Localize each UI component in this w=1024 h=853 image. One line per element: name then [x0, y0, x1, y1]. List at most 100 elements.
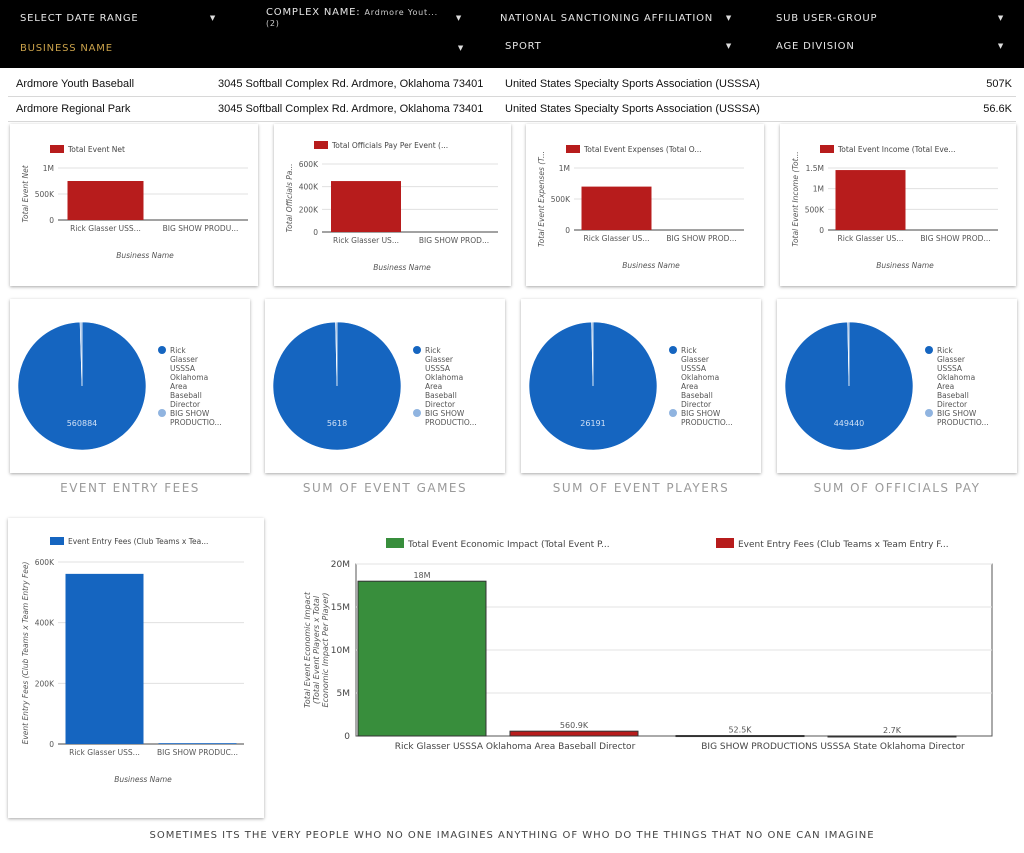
- data-label: 18M: [413, 571, 430, 580]
- y-axis-label: Total Event Expenses (T...: [537, 151, 546, 247]
- legend-label: Rick Glasser USSSA Oklahoma Area Baseball Dire…: [425, 346, 463, 409]
- legend-swatch: [314, 141, 328, 149]
- x-axis-label: Business Name: [114, 775, 172, 784]
- pie-slice: [847, 321, 850, 387]
- legend-label: BIG SHOW PRODUCTIO...: [170, 409, 222, 427]
- bar-chart: Total Event Expenses (Total O... 0 500K 1M R…: [537, 145, 744, 270]
- legend-swatch: [386, 538, 404, 548]
- data-label: 2.7K: [883, 726, 902, 735]
- y-axis-label: Total Officials Pa...: [285, 163, 294, 232]
- filter-sanctioning-affiliation[interactable]: NATIONAL SANCTIONING AFFILIATION ▼: [500, 6, 732, 30]
- legend-dot: [669, 409, 677, 417]
- bar: [835, 170, 906, 230]
- value-cell: 56.6K: [983, 103, 1012, 115]
- bar: [67, 181, 144, 220]
- legend-swatch: [50, 145, 64, 153]
- filter-business-name[interactable]: BUSINESS NAME ▼: [20, 36, 464, 60]
- pie-value-label: 5618: [327, 419, 347, 428]
- y-tick-label: 0: [49, 216, 54, 225]
- table-row[interactable]: Ardmore Youth Baseball 3045 Softball Com…: [8, 72, 1016, 97]
- chart-card-event-expenses: Total Event Expenses (Total O... 0 500K 1M R…: [526, 124, 764, 286]
- bar: [357, 580, 487, 737]
- y-axis-label: Total Event Economic Impact(Total Event …: [303, 591, 330, 708]
- legend-dot: [669, 346, 677, 354]
- legend-label: BIG SHOW PRODUCTIO...: [425, 409, 477, 427]
- x-axis-label: Business Name: [622, 261, 680, 270]
- filter-sub-user-group[interactable]: SUB USER-GROUP ▼: [776, 6, 1004, 30]
- y-tick-label: 1M: [813, 185, 824, 194]
- filter-label: SUB USER-GROUP: [776, 12, 878, 24]
- filter-complex-name[interactable]: COMPLEX NAME: Ardmore Yout... (2) ▼: [266, 6, 462, 30]
- pie-caption: Sum of Officials Pay: [813, 481, 981, 495]
- chevron-down-icon: ▼: [725, 14, 732, 22]
- y-tick-label: 5M: [337, 689, 351, 699]
- address-cell: 3045 Softball Complex Rd. Ardmore, Oklah…: [218, 103, 484, 115]
- x-tick-label: BIG SHOW PROD...: [666, 234, 736, 243]
- x-tick-label: Rick Glasser US...: [838, 234, 904, 243]
- x-tick-label: Rick Glasser US...: [584, 234, 650, 243]
- chevron-down-icon: ▼: [997, 42, 1004, 50]
- bar-chart: Total Officials Pay Per Event (... 0 200K 4…: [285, 141, 498, 272]
- y-tick-label: 0: [313, 228, 318, 237]
- legend-label: Total Event Net: [67, 145, 125, 154]
- legend-dot: [925, 409, 933, 417]
- x-tick-label: Rick Glasser US...: [333, 236, 399, 245]
- y-tick-label: 0: [344, 732, 350, 742]
- x-tick-label: Rick Glasser USS...: [69, 748, 140, 757]
- value-cell: 507K: [986, 78, 1012, 90]
- filter-sport[interactable]: SPORT ▼: [505, 34, 732, 58]
- filter-age-division[interactable]: AGE DIVISION ▼: [776, 34, 1004, 58]
- y-tick-label: 600K: [299, 160, 319, 169]
- legend-label: Event Entry Fees (Club Teams x Team Entr…: [738, 540, 949, 550]
- bar-chart: Total Event Net 0 500K 1M Rick Glasser USS..…: [21, 145, 248, 260]
- bar-chart: Total Event Income (Total Eve... 0 500K 1M 1…: [791, 145, 998, 270]
- complex-name-cell: Ardmore Regional Park: [16, 103, 131, 115]
- chevron-down-icon: ▼: [455, 14, 462, 22]
- y-tick-label: 0: [819, 226, 824, 235]
- x-axis-label: Business Name: [116, 251, 174, 260]
- chart-card-total-event-net: Total Event Net 0 500K 1M Rick Glasser USS..…: [10, 124, 258, 286]
- legend-dot: [413, 346, 421, 354]
- table-row[interactable]: Ardmore Regional Park 3045 Softball Comp…: [8, 97, 1016, 122]
- legend-dot: [925, 346, 933, 354]
- pie-caption: Sum of Event Games: [302, 481, 468, 495]
- chart-card-officials-pay: Total Officials Pay Per Event (... 0 200K 4…: [274, 124, 511, 286]
- legend-swatch: [820, 145, 834, 153]
- legend-label: Rick Glasser USSSA Oklahoma Area Baseball Dire…: [681, 346, 719, 409]
- legend-label: Total Event Expenses (Total O...: [583, 145, 701, 154]
- bar: [581, 186, 652, 230]
- affiliation-cell: United States Specialty Sports Associati…: [505, 103, 760, 115]
- legend-dot: [158, 409, 166, 417]
- y-tick-label: 400K: [299, 183, 319, 192]
- y-tick-label: 0: [565, 226, 570, 235]
- filter-label: SPORT: [505, 40, 542, 52]
- bar: [65, 573, 144, 744]
- legend-label: Event Entry Fees (Club Teams x Tea...: [68, 537, 208, 546]
- address-cell: 3045 Softball Complex Rd. Ardmore, Oklah…: [218, 78, 484, 90]
- filter-label: BUSINESS NAME: [20, 42, 113, 54]
- chevron-down-icon: ▼: [457, 44, 464, 52]
- x-axis-label: Business Name: [373, 263, 431, 272]
- footer-quote: Sometimes its the very people who no one…: [149, 830, 875, 841]
- chart-card-event-income: Total Event Income (Total Eve... 0 500K 1M 1…: [780, 124, 1016, 286]
- x-tick-label: BIG SHOW PROD...: [419, 236, 489, 245]
- y-tick-label: 10M: [331, 646, 350, 656]
- y-tick-label: 20M: [331, 560, 350, 570]
- filter-label: select date range: [20, 12, 139, 24]
- y-tick-label: 1M: [559, 164, 570, 173]
- filter-date-range[interactable]: select date range ▼: [20, 6, 216, 30]
- y-tick-label: 500K: [35, 190, 55, 199]
- chart-card-entry-fees-bar: Event Entry Fees (Club Teams x Tea... 0 20…: [8, 518, 264, 818]
- complex-name-cell: Ardmore Youth Baseball: [16, 78, 135, 90]
- bar-chart: Event Entry Fees (Club Teams x Tea... 0 20…: [21, 537, 244, 784]
- pie-caption: Event Entry Fees: [60, 481, 200, 495]
- x-axis-label: Business Name: [876, 261, 934, 270]
- y-tick-label: 200K: [35, 679, 55, 688]
- pie-chart: 560884 Rick Glasser USSSA Oklahoma Area Baseba…: [17, 321, 222, 451]
- y-tick-label: 15M: [331, 603, 350, 613]
- bar: [331, 181, 401, 232]
- legend-dot: [158, 346, 166, 354]
- bar: [827, 735, 957, 738]
- y-tick-label: 1.5M: [806, 164, 824, 173]
- y-tick-label: 0: [49, 740, 54, 749]
